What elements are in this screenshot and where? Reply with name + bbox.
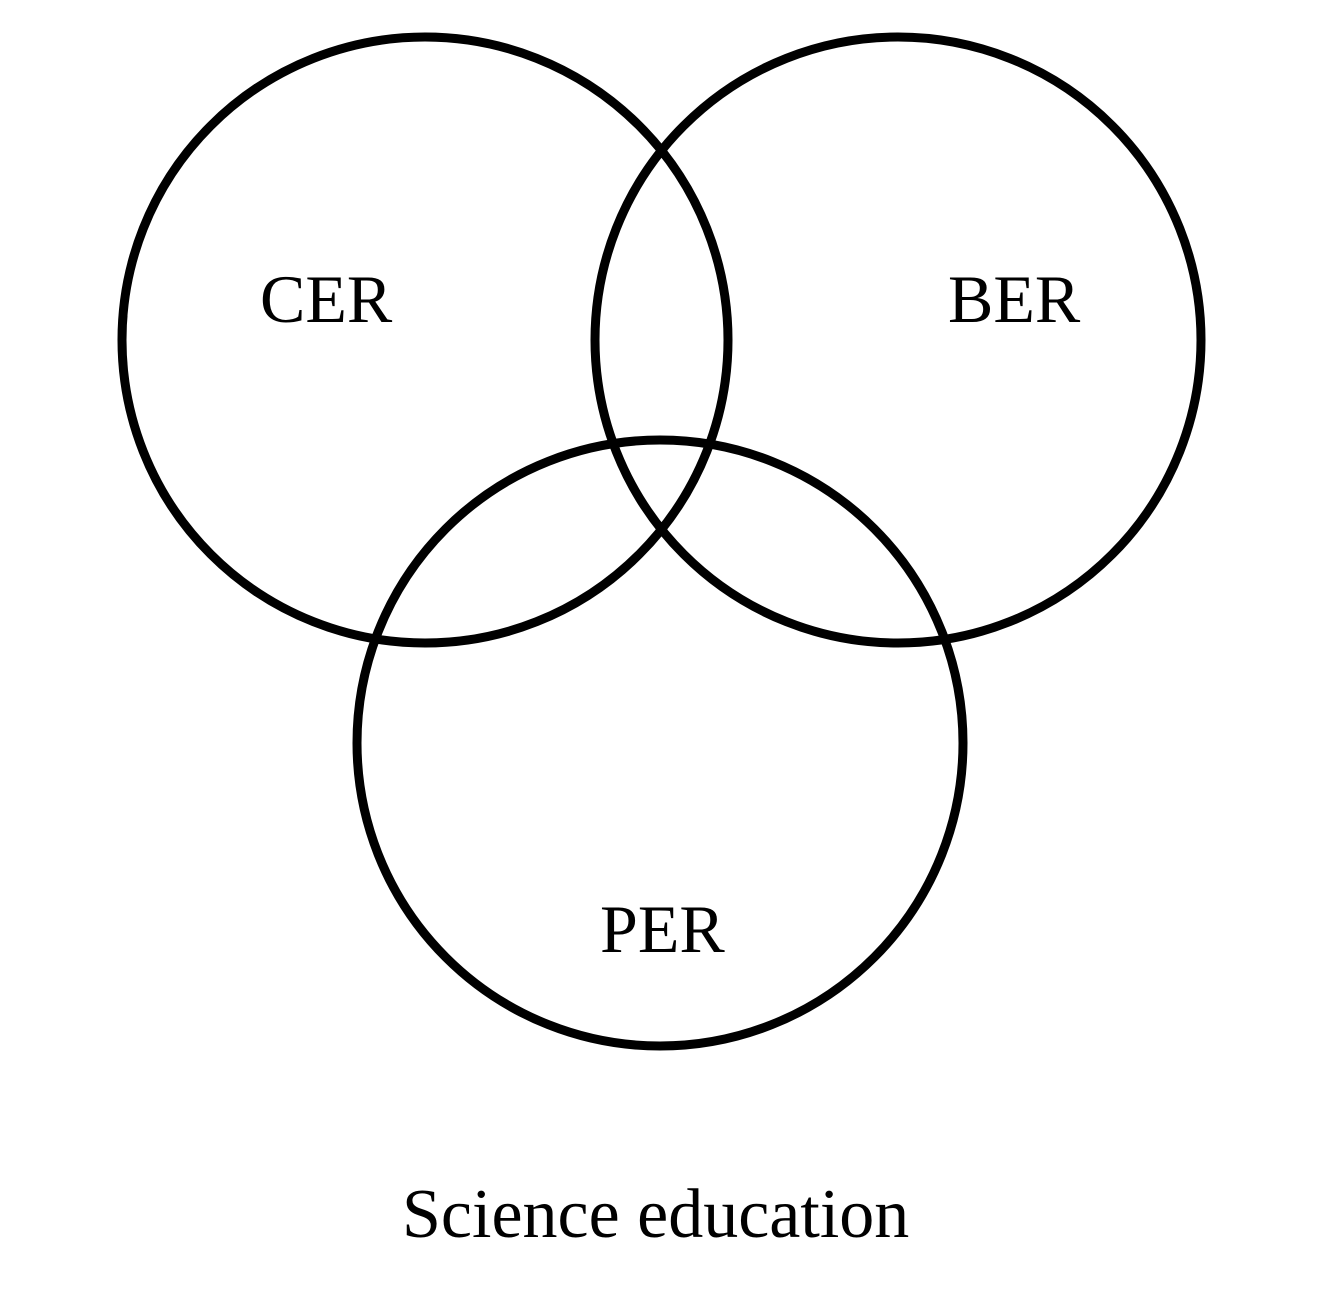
label-cer: CER bbox=[260, 260, 392, 339]
label-per: PER bbox=[600, 890, 725, 969]
caption: Science education bbox=[402, 1175, 909, 1255]
venn-diagram: CER BER PER Science education bbox=[0, 0, 1323, 1290]
venn-svg bbox=[0, 0, 1323, 1290]
label-ber: BER bbox=[948, 260, 1080, 339]
